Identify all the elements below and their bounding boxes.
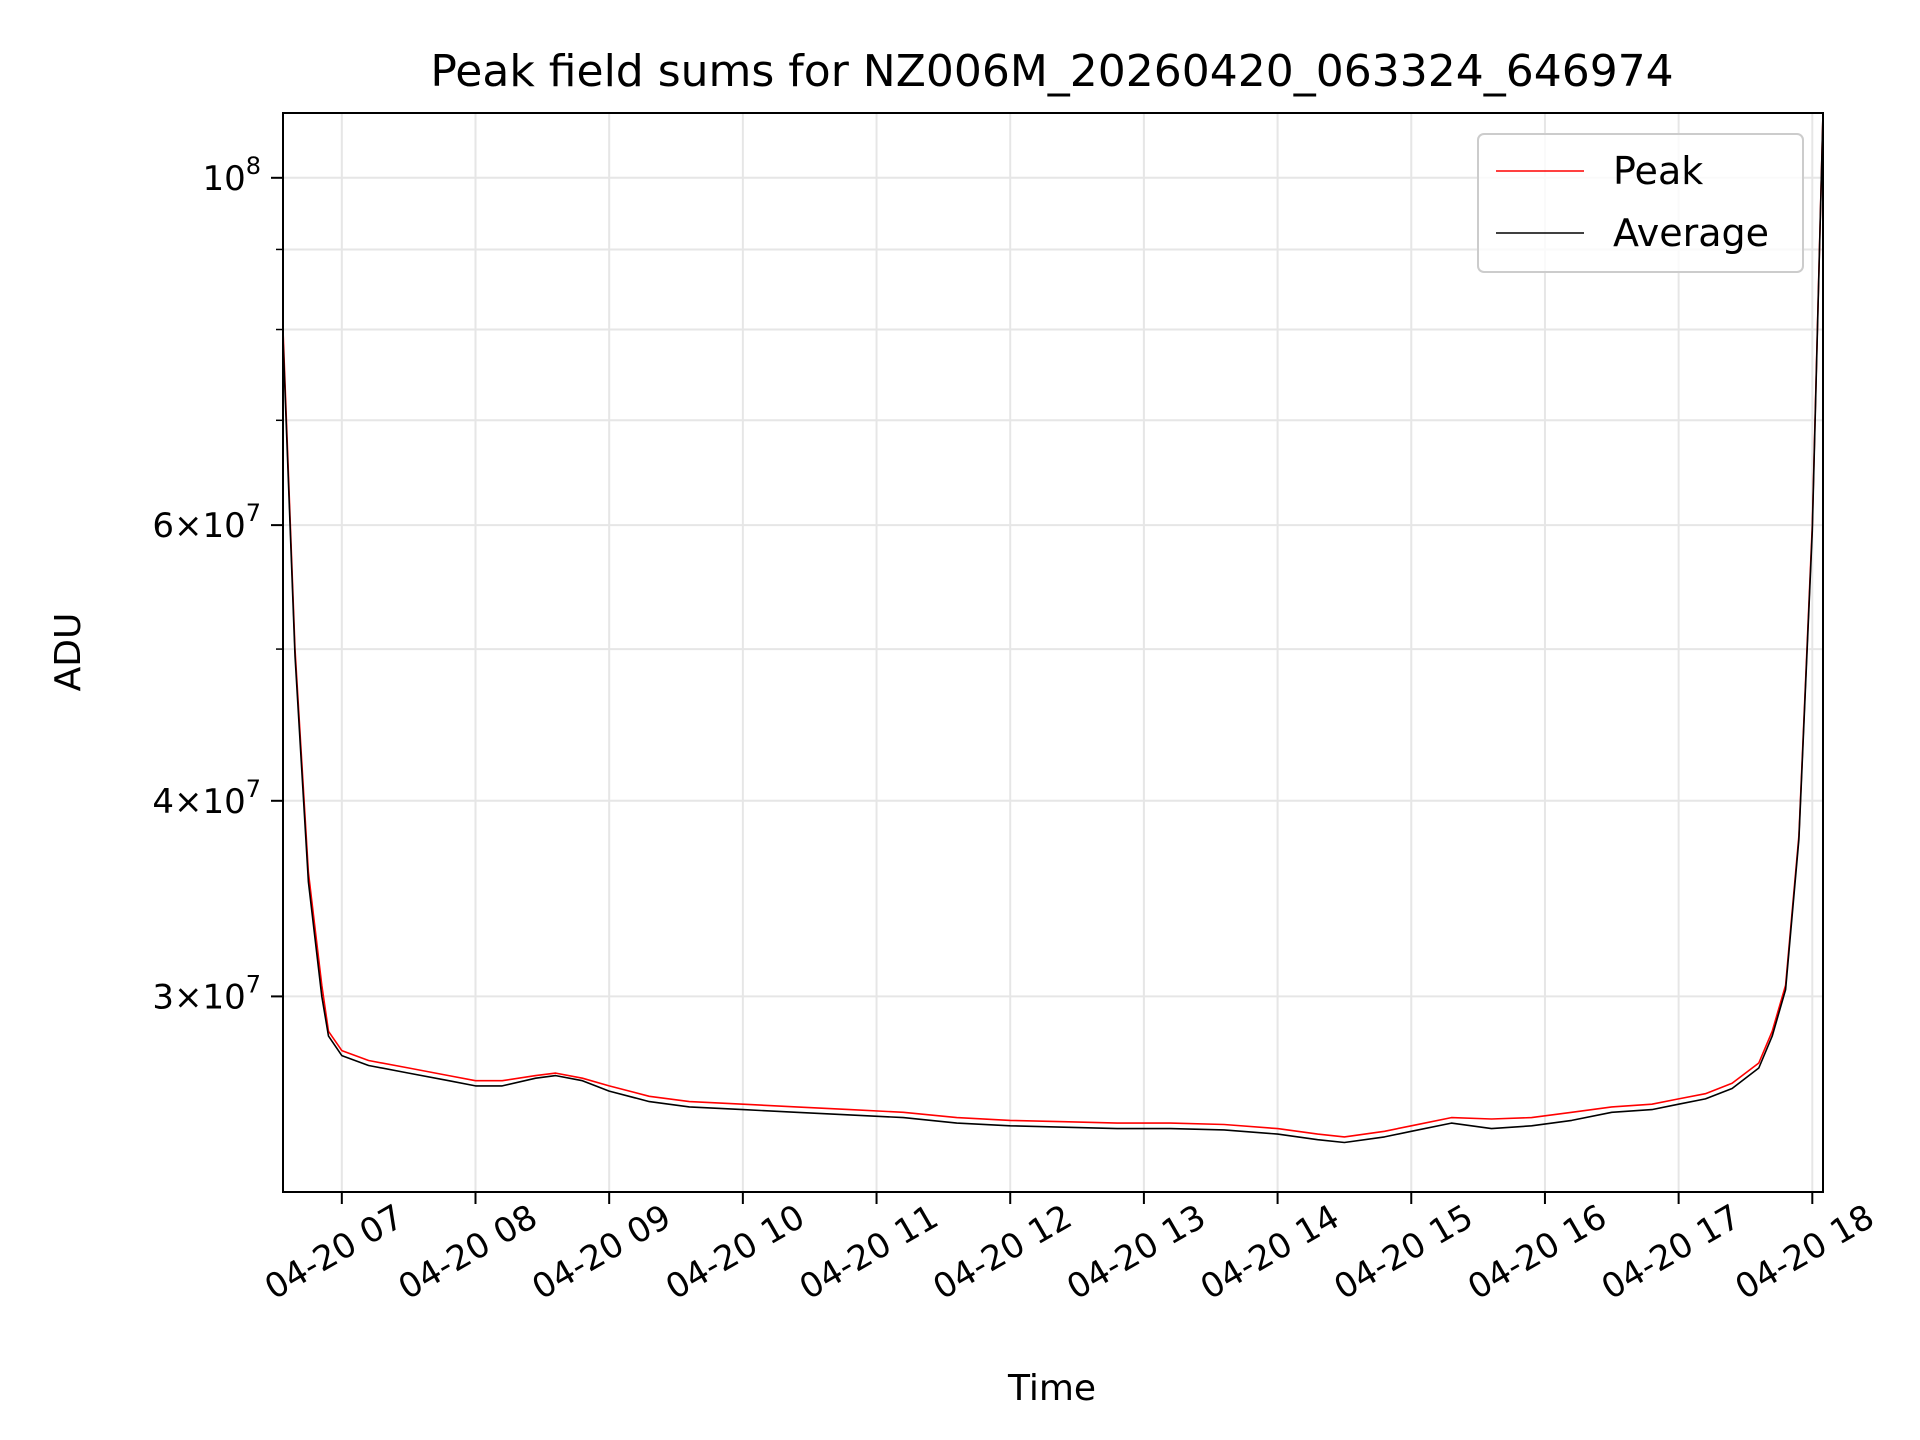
series-line-average [283,113,1823,1144]
x-axis-label: Time [1007,1368,1096,1409]
y-tick-exponent: 7 [246,499,261,527]
y-tick-base: 10 [202,159,245,199]
y-tick-label: 4×107 [152,775,261,822]
plot-frame [282,112,1824,1193]
y-tick-exponent: 8 [246,152,261,180]
chart-title: Peak field sums for NZ006M_20260420_0633… [430,46,1673,97]
series-layer [283,113,1823,1144]
grid [283,113,1823,1192]
y-tick-label: 108 [202,152,261,199]
y-tick-mantissa: 3 [152,977,174,1017]
y-tick-base: 10 [202,977,245,1017]
y-axis-label: ADU [48,613,89,692]
legend-box [1477,133,1804,273]
y-tick-times: × [174,782,203,822]
y-tick-times: × [174,506,203,546]
legend-peak-label: Peak [1613,149,1703,193]
y-tick-exponent: 7 [246,970,261,998]
series-line-peak [283,113,1823,1138]
y-tick-exponent: 7 [246,775,261,803]
y-tick-label: 3×107 [152,970,261,1017]
y-tick-times: × [174,977,203,1017]
y-minor-ticks [276,248,283,650]
y-tick-mantissa: 6 [152,506,174,546]
y-tick-mantissa: 4 [152,782,174,822]
y-tick-base: 10 [202,782,245,822]
y-tick-label: 6×107 [152,499,261,546]
y-tick-base: 10 [202,506,245,546]
legend-average-label: Average [1613,211,1769,255]
legend: Peak Average [1477,133,1804,273]
